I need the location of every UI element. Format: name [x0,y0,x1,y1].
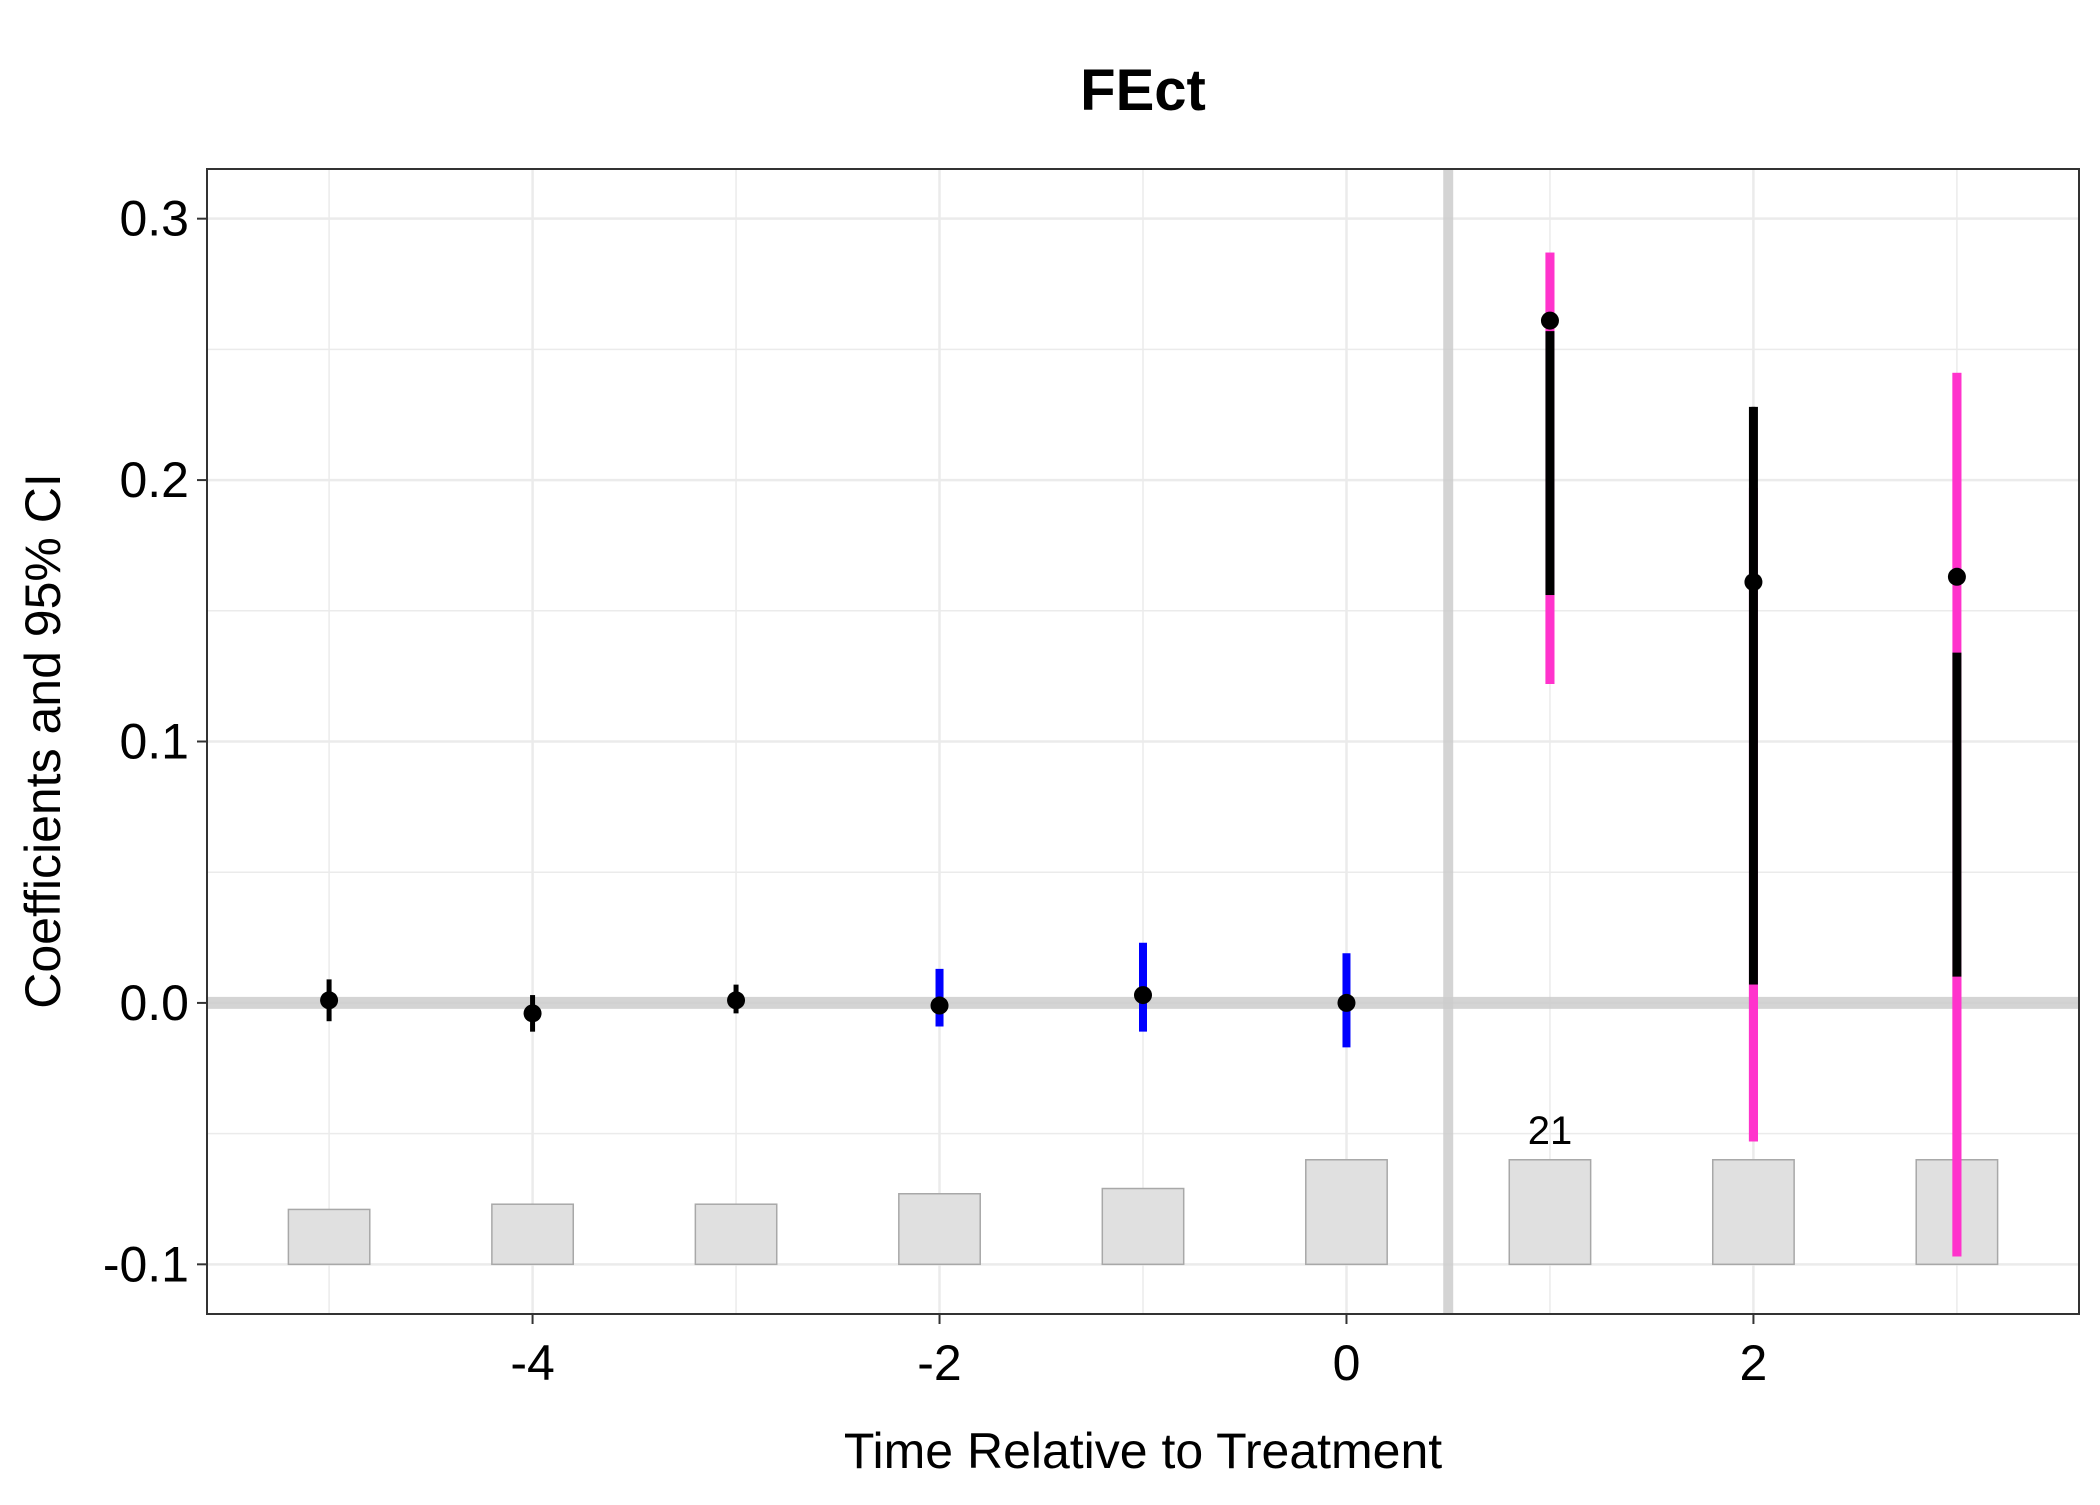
count-bar [1711,1159,1795,1266]
chart-title: FEct [1080,58,1206,123]
confidence-intervals [326,252,1962,1257]
y-tick-label: 0.1 [119,714,189,770]
coefficient-point [1744,573,1763,592]
count-bar-label: 21 [1528,1109,1573,1153]
coefficient-point [523,1004,542,1023]
coefficient-point [1337,993,1356,1012]
x-tick-label: -4 [510,1335,554,1391]
count-bar [287,1208,371,1266]
y-tick-label: 0.0 [119,975,189,1031]
y-tick-label: 0.3 [119,191,189,247]
x-tick-label: 0 [1333,1335,1361,1391]
y-tick-label: 0.2 [119,452,189,508]
count-bar [491,1203,575,1266]
y-axis-label: Coefficients and 95% CI [15,473,71,1009]
coefficient-point [727,991,746,1010]
coefficient-point [1540,311,1559,330]
x-tick-label: -2 [917,1335,961,1391]
coefficient-point [320,991,339,1010]
count-bar [1305,1159,1388,1266]
coefficient-point [1134,986,1152,1005]
grid [207,169,2079,1314]
x-axis-label: Time Relative to Treatment [844,1423,1442,1479]
count-bar [1101,1187,1185,1266]
count-bars: 21 [287,1109,1999,1266]
axis-ticks: -0.1 0.0 0.1 0.2 0.3 -4 -2 0 2 [103,191,1768,1391]
coefficient-point [1947,567,1966,586]
coefficient-point [930,996,949,1015]
x-tick-label: 2 [1740,1335,1768,1391]
y-tick-label: -0.1 [103,1236,189,1292]
count-bar [694,1203,778,1266]
coefficient-points [320,311,1966,1023]
count-bar [898,1192,981,1266]
count-bar [1508,1159,1592,1266]
